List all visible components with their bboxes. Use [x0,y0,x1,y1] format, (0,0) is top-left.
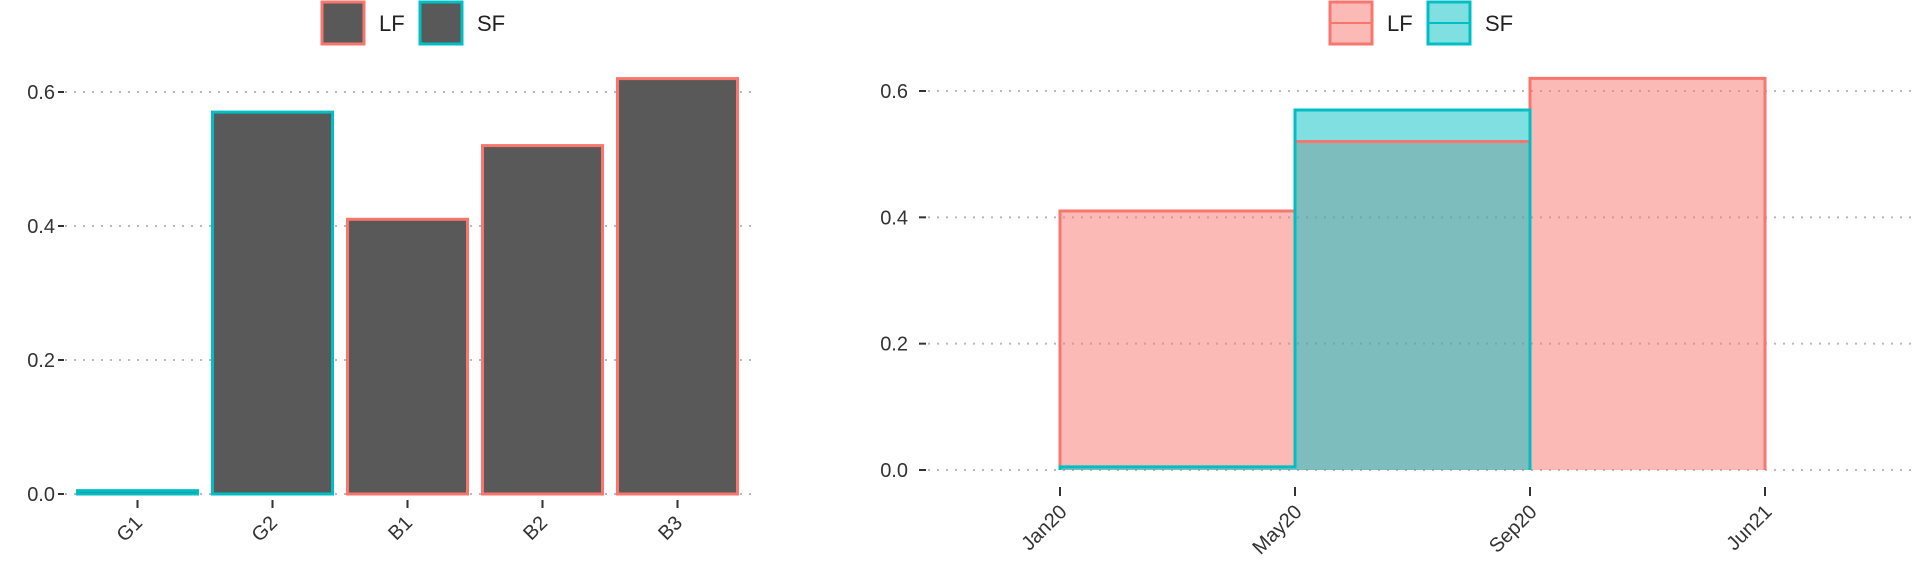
bar-b1 [346,217,469,496]
x-axis-ticks: G1 G2 B1 B2 B3 [113,500,687,546]
x-tick-label: B1 [384,512,417,545]
area-sf-jan20 [1060,466,1295,470]
area-lf-jan20 [1060,211,1295,470]
legend-label-lf: LF [379,11,405,36]
step-area-chart-panel: LF SF 0.0 0.2 0.4 0.6 Jan20 May20 Sep20 Jun21 [880,0,1912,559]
x-tick-label: Jun21 [1722,501,1776,555]
x-tick-label: B3 [654,512,687,545]
y-tick-label: 0.0 [27,484,55,506]
y-tick-label: 0.4 [880,207,908,229]
x-tick-label: G2 [248,512,282,546]
bar-g1 [76,489,199,496]
y-tick-label: 0.2 [27,350,55,372]
y-tick-label: 0.4 [27,216,55,238]
x-tick-label: B2 [519,512,552,545]
x-tick-label: Sep20 [1485,501,1541,557]
y-tick-label: 0.6 [27,82,55,104]
area-lf-sep20 [1530,78,1765,470]
bar-b2 [481,144,604,496]
step-line-lf [1058,76,1767,470]
step-areas [1058,76,1767,471]
y-axis-ticks: 0.0 0.2 0.4 0.6 [27,82,64,506]
bar-chart-legend: LF SF [320,0,505,46]
area-chart-legend: LF SF [1328,0,1513,46]
legend-label-sf: SF [477,11,505,36]
bar-g2 [211,110,334,496]
bar-chart-panel: LF SF 0.0 0.2 0.4 0.6 G1 G2 B1 B2 B3 [27,0,752,546]
x-tick-label: May20 [1249,501,1307,559]
y-axis-ticks: 0.0 0.2 0.4 0.6 [880,81,926,482]
x-tick-label: G1 [113,512,147,546]
y-tick-label: 0.2 [880,334,908,356]
legend-key-sf [418,0,464,46]
legend-key-lf [320,0,366,46]
x-tick-label: Jan20 [1017,501,1071,555]
x-axis-ticks: Jan20 May20 Sep20 Jun21 [1017,487,1777,559]
y-tick-label: 0.0 [880,460,908,482]
y-tick-label: 0.6 [880,81,908,103]
step-line-sf [1058,108,1532,470]
legend-label-lf: LF [1387,11,1413,36]
bars [76,77,739,496]
area-sf-may20 [1295,109,1530,470]
bar-b3 [616,77,739,496]
legend-label-sf: SF [1485,11,1513,36]
